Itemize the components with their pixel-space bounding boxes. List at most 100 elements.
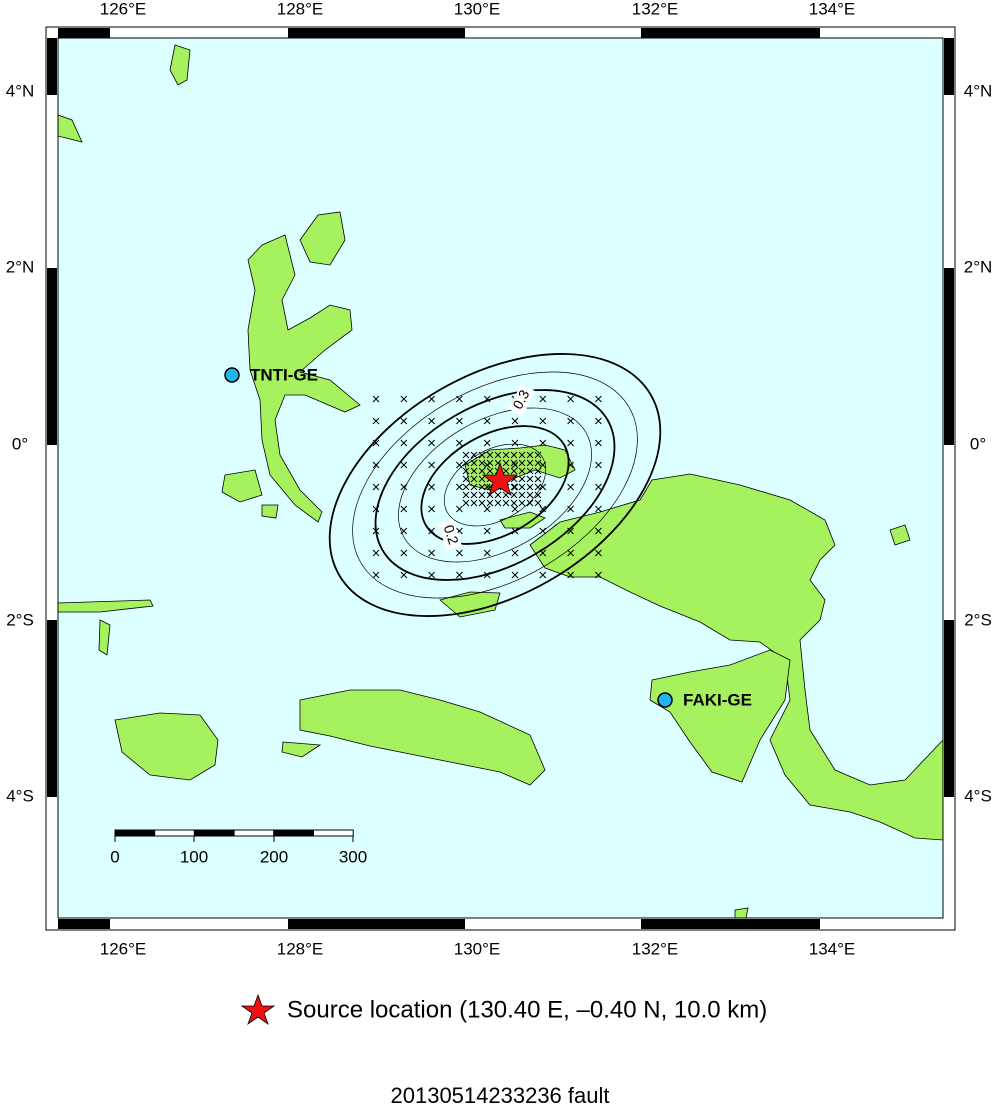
island xyxy=(169,44,191,86)
lon-label: 128°E xyxy=(277,0,324,18)
grid-point xyxy=(428,395,435,403)
grid-point xyxy=(372,483,380,491)
grid-point xyxy=(400,527,408,535)
scale-segment xyxy=(114,829,156,837)
scale-segment xyxy=(273,829,314,837)
island xyxy=(221,469,263,503)
grid-point xyxy=(502,467,510,475)
grid-point xyxy=(462,483,470,491)
title: 20130514233236 fault xyxy=(391,1083,610,1107)
grid-point xyxy=(372,461,380,469)
grid-point xyxy=(567,439,574,447)
grid-point xyxy=(534,467,542,475)
grid-point xyxy=(483,395,491,403)
grid-point xyxy=(511,483,519,491)
grid-point xyxy=(494,491,502,499)
lat-label: 0° xyxy=(12,434,28,453)
grid-point xyxy=(372,549,380,557)
lon-label: 130°E xyxy=(454,939,501,958)
grid-point xyxy=(478,491,486,499)
grid-point xyxy=(539,395,547,403)
grid-point xyxy=(400,395,408,403)
frame-tick xyxy=(47,38,57,95)
grid-point xyxy=(483,483,491,491)
contour xyxy=(443,443,547,527)
grid-point xyxy=(595,439,602,447)
grid-point xyxy=(462,491,470,499)
grid-point xyxy=(534,491,542,499)
legend-text: Source location (130.40 E, –0.40 N, 10.0… xyxy=(287,996,767,1023)
grid-point xyxy=(526,467,534,475)
grid-point xyxy=(567,505,574,513)
grid-point xyxy=(539,527,547,535)
grid-point xyxy=(502,459,510,467)
grid-point xyxy=(486,459,494,467)
grid-point xyxy=(510,499,518,507)
grid-point xyxy=(483,417,491,425)
contour xyxy=(374,389,616,581)
island xyxy=(247,234,361,523)
grid-point xyxy=(534,475,542,483)
grid-point xyxy=(470,499,478,507)
frame-tick xyxy=(641,919,820,929)
grid-point xyxy=(534,483,542,491)
lat-label: 2°S xyxy=(964,610,992,629)
grid-point xyxy=(567,571,574,579)
grid-point xyxy=(595,395,602,403)
station-label: FAKI-GE xyxy=(683,690,752,709)
grid-point xyxy=(456,439,463,447)
lat-label: 2°N xyxy=(964,257,993,276)
grid-point xyxy=(400,417,408,425)
grid-point xyxy=(428,461,435,469)
grid-point xyxy=(518,491,526,499)
grid-point xyxy=(483,527,491,535)
island xyxy=(114,712,219,781)
lat-label: 0° xyxy=(970,434,986,453)
grid-point xyxy=(518,475,526,483)
grid-point xyxy=(400,505,408,513)
grid-point xyxy=(483,549,491,557)
grid-point xyxy=(539,549,547,557)
grid-point xyxy=(539,505,547,513)
frame-tick xyxy=(944,38,954,95)
contour-label: 0.2 xyxy=(441,523,462,547)
grid-point xyxy=(372,417,380,425)
grid-point xyxy=(456,505,463,513)
grid-point xyxy=(428,571,435,579)
grid-point xyxy=(470,467,478,475)
frame-tick xyxy=(47,620,57,797)
lon-label: 126°E xyxy=(100,939,147,958)
grid-point xyxy=(483,439,491,447)
grid-point xyxy=(400,549,408,557)
lat-label: 4°N xyxy=(964,81,993,100)
grid-point xyxy=(428,483,435,491)
grid-point xyxy=(462,467,470,475)
grid-point xyxy=(511,527,519,535)
grid-point xyxy=(511,571,519,579)
grid-point xyxy=(518,483,526,491)
frame-tick xyxy=(641,28,820,38)
grid-point xyxy=(428,527,435,535)
frame-tick xyxy=(288,28,465,38)
grid-point xyxy=(400,483,408,491)
source-star xyxy=(481,461,519,496)
grid-point xyxy=(595,483,602,491)
island xyxy=(261,504,279,519)
grid-point xyxy=(486,499,494,507)
grid-point xyxy=(510,459,518,467)
scale-label: 300 xyxy=(339,847,367,866)
grid-point xyxy=(534,459,542,467)
grid-point xyxy=(456,395,463,403)
grid-point xyxy=(567,549,574,557)
grid-point xyxy=(372,395,380,403)
grid-point xyxy=(400,439,408,447)
island xyxy=(734,907,749,919)
contour-label-bg xyxy=(438,519,462,551)
grid-point xyxy=(595,505,602,513)
station xyxy=(657,692,673,708)
grid-point xyxy=(372,505,380,513)
grid-point xyxy=(518,499,526,507)
grid-point xyxy=(595,527,602,535)
